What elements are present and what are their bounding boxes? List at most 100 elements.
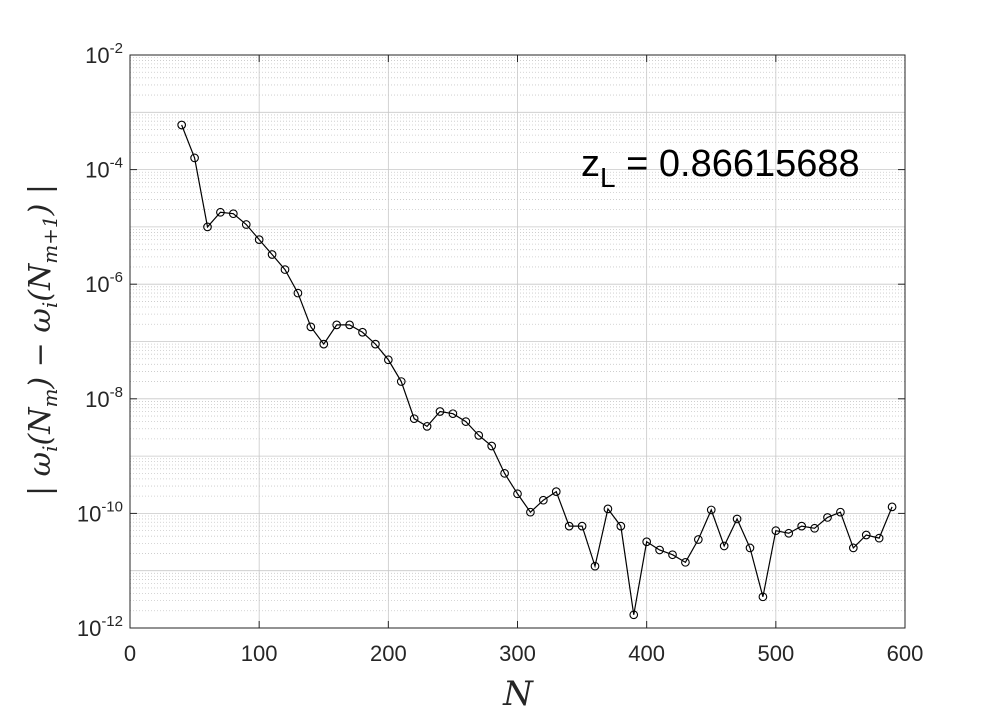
data-point-marker bbox=[564, 521, 574, 531]
data-point-marker bbox=[435, 407, 445, 416]
y-label-n1: (N bbox=[23, 406, 58, 446]
data-point-marker bbox=[461, 417, 471, 426]
data-point-marker bbox=[719, 541, 729, 551]
y-label-n2: (N bbox=[23, 262, 58, 302]
y-tick-exponent: -4 bbox=[110, 155, 123, 172]
y-tick-base: 10 bbox=[77, 616, 101, 641]
x-tick-label: 0 bbox=[124, 641, 136, 666]
data-point-marker bbox=[861, 530, 871, 540]
data-point-marker bbox=[474, 431, 484, 440]
y-axis-label: | ωi(Nm) − ωi(Nm+1) | bbox=[23, 184, 62, 496]
data-point-marker bbox=[784, 528, 794, 538]
data-point-marker bbox=[358, 327, 367, 337]
y-label-sub-m: m bbox=[38, 389, 62, 408]
major-grid bbox=[130, 55, 905, 628]
data-point-marker bbox=[241, 220, 251, 229]
data-point-marker bbox=[836, 507, 845, 517]
data-point-marker bbox=[758, 592, 768, 602]
data-point-marker bbox=[590, 561, 600, 571]
data-point-marker bbox=[732, 514, 742, 524]
data-point-marker bbox=[538, 495, 548, 505]
data-point-marker bbox=[487, 441, 497, 451]
data-point-marker bbox=[526, 507, 535, 517]
y-label-sub-i2: i bbox=[38, 302, 62, 308]
y-tick-exponent: -10 bbox=[101, 498, 123, 515]
annotation-subscript: L bbox=[600, 162, 616, 193]
x-tick-label: 200 bbox=[370, 641, 407, 666]
data-point-marker bbox=[332, 320, 342, 330]
data-point-marker bbox=[216, 207, 225, 217]
data-point-marker bbox=[874, 533, 884, 543]
annotation-var: z bbox=[581, 143, 600, 185]
data-point-marker bbox=[668, 550, 677, 560]
y-label-sub-m1: m+1 bbox=[38, 215, 62, 263]
data-point-marker bbox=[642, 537, 652, 547]
y-label-sub-i: i bbox=[38, 446, 62, 452]
x-tick-label: 400 bbox=[628, 641, 665, 666]
data-point-marker bbox=[383, 355, 393, 365]
x-tick-label: 600 bbox=[887, 641, 924, 666]
data-point-marker bbox=[603, 504, 613, 514]
x-axis-label: N bbox=[502, 674, 534, 714]
data-point-marker bbox=[797, 521, 807, 531]
data-point-marker bbox=[629, 610, 639, 620]
data-point-marker bbox=[500, 468, 509, 478]
y-tick-base: 10 bbox=[85, 43, 109, 68]
series-markers bbox=[177, 120, 897, 620]
data-point-marker bbox=[422, 422, 432, 431]
data-point-marker bbox=[280, 265, 290, 274]
data-point-marker bbox=[655, 545, 664, 555]
data-point-marker bbox=[293, 288, 303, 298]
data-point-marker bbox=[745, 543, 755, 553]
data-point-marker bbox=[887, 502, 897, 512]
y-tick-base: 10 bbox=[77, 501, 101, 526]
data-point-marker bbox=[706, 505, 716, 515]
data-point-marker bbox=[371, 339, 380, 349]
y-tick-base: 10 bbox=[85, 387, 109, 412]
x-axis-ticks: 0 100 200 300 400 500 600 bbox=[124, 55, 923, 666]
data-point-marker bbox=[577, 521, 587, 531]
annotation-text: zL = 0.86615688 bbox=[581, 143, 860, 193]
annotation-value: = 0.86615688 bbox=[616, 143, 860, 185]
data-point-marker bbox=[448, 409, 458, 419]
data-point-marker bbox=[681, 557, 690, 567]
data-point-marker bbox=[616, 521, 626, 531]
y-tick-label: 10-10 bbox=[77, 498, 123, 526]
data-point-marker bbox=[306, 322, 316, 332]
y-label-abs-close: ) | bbox=[23, 184, 58, 216]
y-label-mid: ) − ω bbox=[23, 308, 58, 389]
y-tick-exponent: -12 bbox=[101, 613, 123, 630]
y-tick-base: 10 bbox=[85, 272, 109, 297]
y-tick-base: 10 bbox=[85, 158, 109, 183]
data-point-marker bbox=[190, 153, 199, 163]
y-tick-exponent: -6 bbox=[110, 269, 123, 286]
data-point-marker bbox=[823, 513, 832, 522]
y-tick-label: 10-6 bbox=[85, 269, 123, 297]
x-tick-label: 500 bbox=[757, 641, 794, 666]
x-tick-label: 300 bbox=[499, 641, 536, 666]
y-tick-exponent: -2 bbox=[110, 40, 123, 57]
data-point-marker bbox=[848, 543, 858, 553]
series-line bbox=[181, 124, 893, 615]
data-point-marker bbox=[177, 120, 187, 130]
series-polyline bbox=[181, 124, 893, 615]
data-point-marker bbox=[319, 339, 329, 349]
data-point-marker bbox=[693, 535, 703, 544]
x-tick-label: 100 bbox=[241, 641, 278, 666]
data-point-marker bbox=[228, 209, 238, 219]
y-tick-label: 10-12 bbox=[77, 613, 123, 641]
y-tick-exponent: -8 bbox=[110, 384, 123, 401]
data-point-marker bbox=[409, 414, 419, 424]
data-point-marker bbox=[254, 235, 264, 244]
y-tick-label: 10-8 bbox=[85, 384, 123, 412]
data-point-marker bbox=[771, 526, 781, 535]
y-label-abs-open: | ω bbox=[23, 452, 58, 496]
data-point-marker bbox=[810, 523, 819, 533]
y-tick-label: 10-4 bbox=[85, 155, 123, 183]
data-point-marker bbox=[551, 487, 561, 496]
y-tick-label: 10-2 bbox=[85, 40, 123, 68]
data-point-marker bbox=[345, 320, 354, 330]
data-point-marker bbox=[267, 250, 277, 259]
